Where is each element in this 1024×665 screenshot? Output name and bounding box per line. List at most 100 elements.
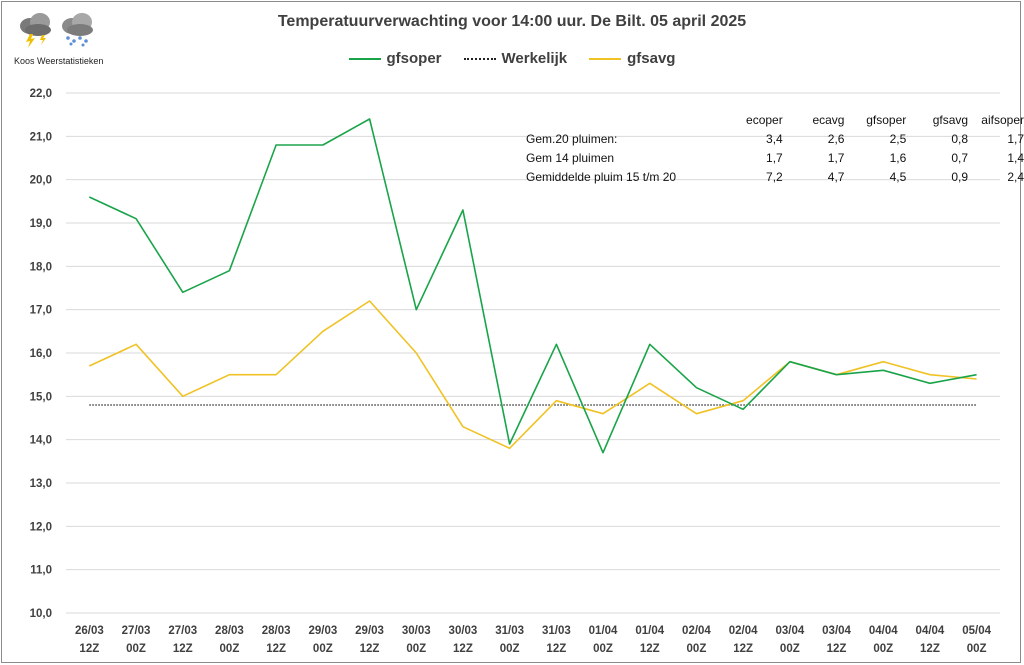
- stats-cell: 1,4: [1007, 150, 1024, 165]
- weather-logo: [20, 13, 93, 48]
- stats-cell: 2,5: [889, 131, 907, 146]
- x-tick-label: 12Z: [733, 643, 753, 655]
- legend-swatch-werkelijk: [463, 57, 496, 60]
- legend-item-werkelijk: Werkelijk: [463, 50, 568, 67]
- stats-row-label: Gem 14 pluimen: [526, 150, 615, 165]
- legend-swatch-gfsoper: [348, 57, 381, 60]
- stats-cell: 3,4: [766, 131, 783, 146]
- x-tick-label: 31/03: [542, 625, 571, 637]
- x-tick-label: 00Z: [967, 643, 987, 655]
- x-tick-label: 02/04: [682, 625, 711, 637]
- x-tick-label: 00Z: [126, 643, 146, 655]
- legend-label-gfsoper: gfsoper: [386, 50, 442, 67]
- chart-title: Temperatuurverwachting voor 14:00 uur. D…: [277, 13, 747, 30]
- x-tick-label: 12Z: [920, 643, 940, 655]
- legend-item-gfsoper: gfsoper: [348, 50, 442, 67]
- x-tick-label: 29/03: [308, 625, 337, 637]
- x-tick-label: 02/04: [729, 625, 758, 637]
- stats-cell: 2,4: [1007, 169, 1024, 184]
- x-tick-label: 26/03: [75, 625, 104, 637]
- stats-cell: 4,7: [827, 169, 845, 184]
- stats-header-empty: [526, 110, 721, 129]
- x-tick-label: 27/03: [122, 625, 151, 637]
- x-tick-label: 00Z: [687, 643, 707, 655]
- stats-header-cell: ecoper: [746, 112, 783, 127]
- x-tick-label: 05/04: [962, 625, 991, 637]
- stats-row-label: Gem.20 pluimen:: [526, 131, 618, 146]
- stats-cell: 1,6: [889, 150, 907, 165]
- stats-row: Gem.20 pluimen: 3,4 2,6 2,5 0,8 1,7: [526, 129, 1024, 148]
- stats-cell: 1,7: [766, 150, 783, 165]
- x-tick-label: 12Z: [827, 643, 847, 655]
- stats-header-cell: gfsoper: [866, 112, 907, 127]
- x-tick-label: 12Z: [360, 643, 380, 655]
- stats-row-label: Gemiddelde pluim 15 t/m 20: [526, 169, 677, 184]
- y-tick-label: 17,0: [30, 305, 52, 317]
- logo-text: Koos Weerstatistieken: [14, 56, 104, 66]
- x-tick-label: 03/04: [822, 625, 851, 637]
- stats-cell: 1,7: [827, 150, 845, 165]
- x-tick-label: 04/04: [869, 625, 898, 637]
- snow-cloud-icon: [62, 13, 93, 47]
- y-tick-label: 12,0: [30, 521, 52, 533]
- y-tick-label: 21,0: [30, 131, 52, 143]
- y-tick-label: 10,0: [30, 608, 52, 620]
- x-tick-label: 27/03: [168, 625, 197, 637]
- x-tick-label: 28/03: [262, 625, 291, 637]
- x-tick-label: 01/04: [589, 625, 618, 637]
- stats-header-cell: ecavg: [812, 112, 845, 127]
- legend-item-gfsavg: gfsavg: [589, 50, 675, 67]
- x-tick-label: 31/03: [495, 625, 524, 637]
- stats-table: ecoper ecavg gfsoper gfsavg aifsoper Gem…: [526, 110, 1024, 186]
- legend-label-gfsavg: gfsavg: [627, 50, 676, 67]
- stats-header-row: ecoper ecavg gfsoper gfsavg aifsoper: [526, 110, 1024, 129]
- x-tick-label: 00Z: [500, 643, 520, 655]
- x-tick-label: 12Z: [266, 643, 286, 655]
- x-tick-label: 00Z: [593, 643, 613, 655]
- x-tick-label: 00Z: [406, 643, 426, 655]
- y-tick-label: 16,0: [30, 348, 52, 360]
- x-tick-label: 00Z: [220, 643, 240, 655]
- stats-cell: 4,5: [889, 169, 907, 184]
- y-tick-label: 14,0: [30, 435, 52, 447]
- y-tick-label: 15,0: [30, 391, 52, 403]
- stats-header-cell: aifsoper: [981, 112, 1024, 127]
- legend-label-werkelijk: Werkelijk: [501, 50, 568, 67]
- x-tick-label: 30/03: [449, 625, 478, 637]
- stats-cell: 1,7: [1007, 131, 1024, 146]
- x-tick-label: 28/03: [215, 625, 244, 637]
- y-tick-label: 20,0: [30, 175, 52, 187]
- x-tick-label: 04/04: [916, 625, 945, 637]
- stats-row: Gemiddelde pluim 15 t/m 20 7,2 4,7 4,5 0…: [526, 167, 1024, 186]
- x-tick-label: 12Z: [173, 643, 193, 655]
- x-tick-label: 00Z: [313, 643, 333, 655]
- x-tick-label: 01/04: [635, 625, 664, 637]
- legend-swatch-gfsavg: [589, 57, 622, 60]
- y-tick-label: 19,0: [30, 218, 52, 230]
- x-tick-label: 12Z: [79, 643, 99, 655]
- y-tick-label: 11,0: [30, 565, 52, 577]
- stats-cell: 0,9: [951, 169, 969, 184]
- x-tick-label: 00Z: [780, 643, 800, 655]
- x-tick-label: 12Z: [640, 643, 660, 655]
- y-tick-label: 18,0: [30, 261, 52, 273]
- x-tick-label: 00Z: [873, 643, 893, 655]
- x-tick-label: 29/03: [355, 625, 384, 637]
- x-tick-label: 12Z: [453, 643, 473, 655]
- stats-cell: 0,7: [951, 150, 969, 165]
- stats-row: Gem 14 pluimen 1,7 1,7 1,6 0,7 1,4: [526, 148, 1024, 167]
- x-tick-label: 12Z: [546, 643, 566, 655]
- x-tick-label: 03/04: [775, 625, 804, 637]
- stats-cell: 7,2: [766, 169, 783, 184]
- series-line-gfsoper: [88, 118, 977, 454]
- stats-cell: 2,6: [827, 131, 845, 146]
- chart-legend: gfsoper Werkelijk gfsavg: [0, 50, 1024, 67]
- x-tick-label: 30/03: [402, 625, 431, 637]
- thunder-cloud-icon: [20, 13, 51, 48]
- stats-cell: 0,8: [951, 131, 969, 146]
- y-tick-label: 13,0: [30, 478, 52, 490]
- y-tick-label: 22,0: [30, 88, 52, 100]
- stats-header-cell: gfsavg: [932, 112, 969, 127]
